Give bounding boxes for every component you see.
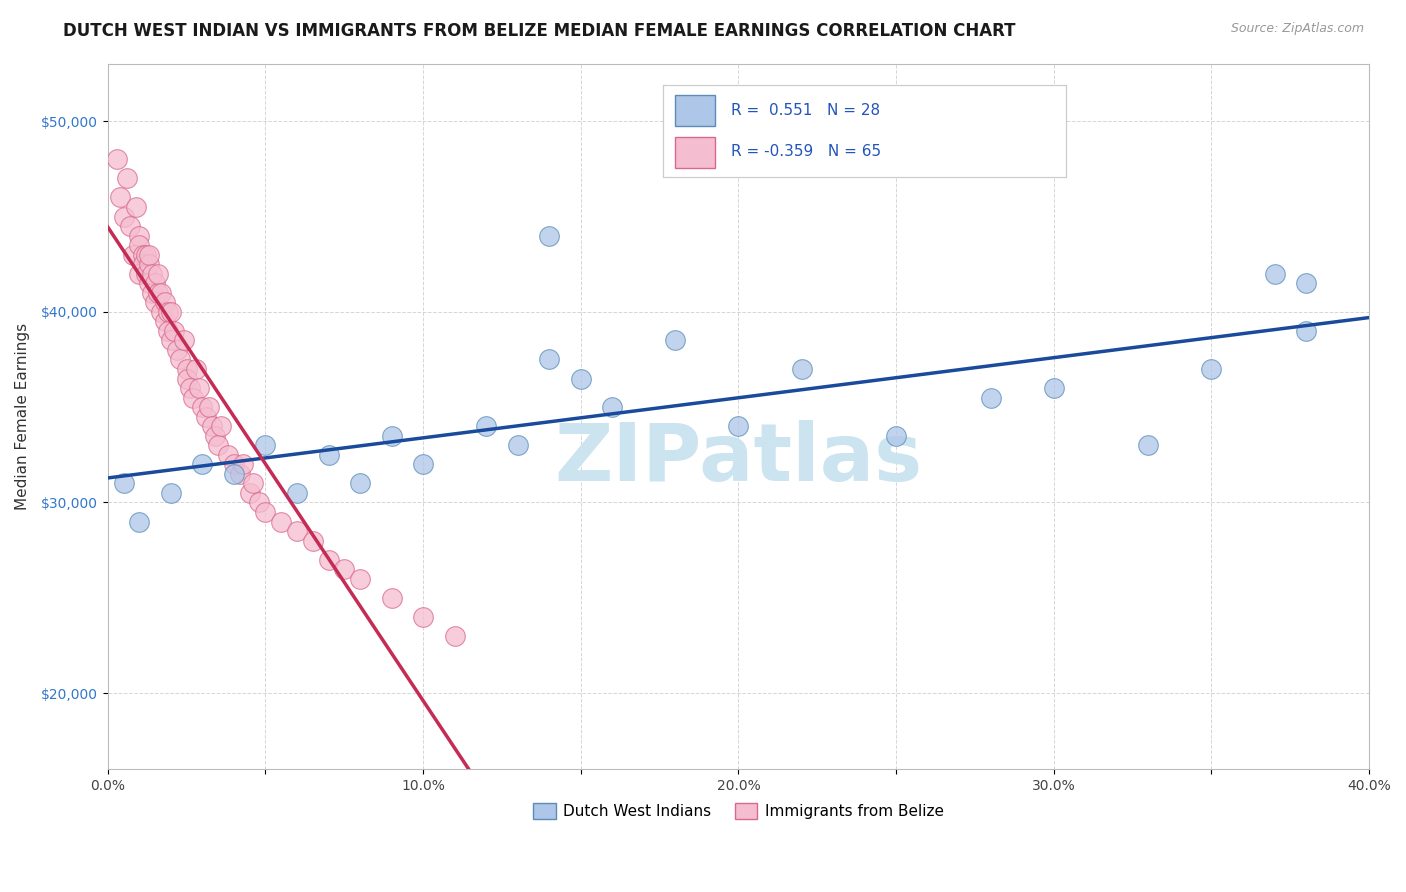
Point <box>135 267 157 281</box>
Point <box>285 486 308 500</box>
Point <box>160 334 183 348</box>
Point <box>727 419 749 434</box>
Point <box>153 314 176 328</box>
Point <box>254 438 277 452</box>
Point <box>222 467 245 481</box>
Point <box>1295 277 1317 291</box>
Point <box>176 371 198 385</box>
Point <box>150 285 173 300</box>
Point <box>176 362 198 376</box>
Point <box>333 562 356 576</box>
Point <box>131 257 153 271</box>
Point <box>381 591 404 605</box>
Point <box>412 458 434 472</box>
Point <box>201 419 224 434</box>
Point <box>790 362 813 376</box>
Point <box>569 371 592 385</box>
Text: DUTCH WEST INDIAN VS IMMIGRANTS FROM BELIZE MEDIAN FEMALE EARNINGS CORRELATION C: DUTCH WEST INDIAN VS IMMIGRANTS FROM BEL… <box>63 22 1015 40</box>
Point <box>980 391 1002 405</box>
Point <box>128 238 150 252</box>
Point <box>110 190 132 204</box>
Point <box>160 486 183 500</box>
Point <box>181 391 204 405</box>
Point <box>209 419 232 434</box>
Point <box>138 248 160 262</box>
Point <box>141 267 163 281</box>
Point <box>173 334 195 348</box>
Y-axis label: Median Female Earnings: Median Female Earnings <box>15 323 30 510</box>
Point <box>135 248 157 262</box>
Point <box>125 200 148 214</box>
Point <box>301 533 323 548</box>
Point <box>349 476 371 491</box>
Point <box>1295 324 1317 338</box>
Point <box>1043 381 1066 395</box>
Point <box>148 267 170 281</box>
Point <box>204 429 226 443</box>
Point <box>118 219 141 233</box>
Point <box>239 486 262 500</box>
Point <box>115 171 138 186</box>
Point <box>232 458 254 472</box>
Text: ZIPatlas: ZIPatlas <box>554 420 922 498</box>
Point <box>150 305 173 319</box>
Point <box>188 381 211 395</box>
Point <box>349 572 371 586</box>
Point <box>160 305 183 319</box>
Point <box>318 448 340 462</box>
Point <box>1201 362 1223 376</box>
Point <box>128 267 150 281</box>
Point <box>153 295 176 310</box>
Point <box>664 334 686 348</box>
Point <box>166 343 188 357</box>
Point <box>191 400 214 414</box>
Point <box>105 153 128 167</box>
Point <box>381 429 404 443</box>
Point <box>247 495 270 509</box>
Point <box>122 248 145 262</box>
Point <box>156 324 179 338</box>
Point <box>179 381 201 395</box>
Legend: Dutch West Indians, Immigrants from Belize: Dutch West Indians, Immigrants from Beli… <box>527 797 950 825</box>
Point <box>538 228 561 243</box>
Point <box>217 448 239 462</box>
Point <box>143 277 166 291</box>
Point <box>148 285 170 300</box>
Point <box>194 409 217 424</box>
Point <box>112 476 135 491</box>
Point <box>318 552 340 566</box>
Point <box>141 285 163 300</box>
Point <box>254 505 277 519</box>
Point <box>138 257 160 271</box>
Point <box>270 515 292 529</box>
Point <box>884 429 907 443</box>
Point <box>156 305 179 319</box>
Point <box>143 295 166 310</box>
Point <box>197 400 219 414</box>
Point <box>229 467 252 481</box>
Point <box>285 524 308 538</box>
Point <box>169 352 191 367</box>
Point <box>412 610 434 624</box>
Point <box>131 248 153 262</box>
Point <box>538 352 561 367</box>
Point <box>222 458 245 472</box>
Point <box>475 419 498 434</box>
Point <box>112 210 135 224</box>
Point <box>184 362 207 376</box>
Point <box>207 438 229 452</box>
Point <box>1263 267 1285 281</box>
Point <box>138 277 160 291</box>
Point <box>242 476 264 491</box>
Point <box>1137 438 1160 452</box>
Text: Source: ZipAtlas.com: Source: ZipAtlas.com <box>1230 22 1364 36</box>
Point <box>506 438 529 452</box>
Point <box>163 324 186 338</box>
Point <box>602 400 624 414</box>
Point <box>443 629 465 643</box>
Point <box>191 458 214 472</box>
Point <box>128 515 150 529</box>
Point <box>128 228 150 243</box>
